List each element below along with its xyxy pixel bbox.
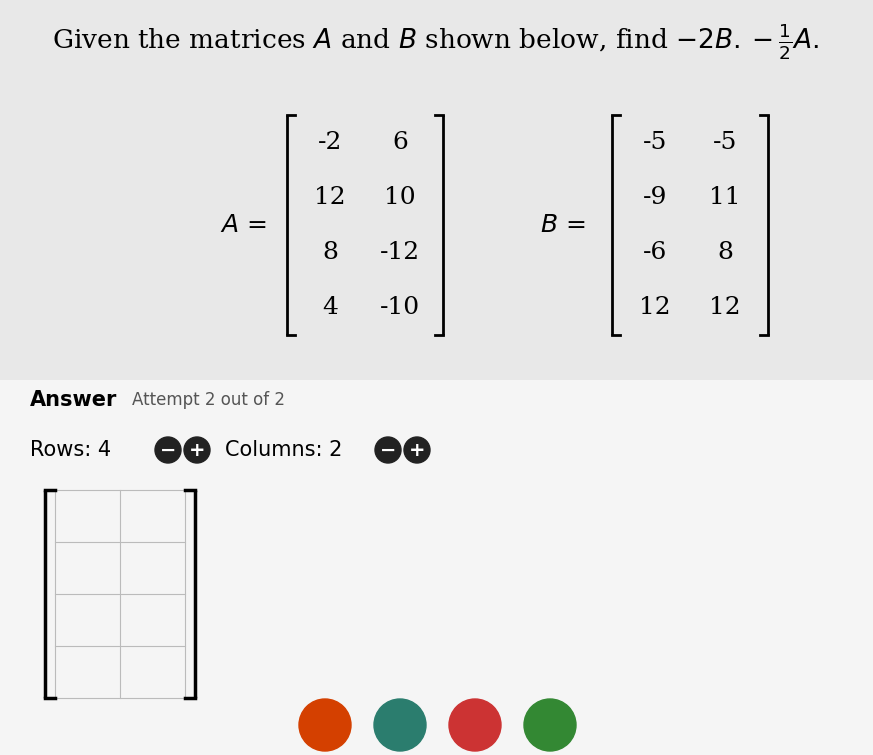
Text: -2: -2 bbox=[318, 131, 342, 154]
Text: -12: -12 bbox=[380, 241, 420, 264]
Text: 8: 8 bbox=[717, 241, 733, 264]
Circle shape bbox=[375, 437, 401, 463]
Circle shape bbox=[374, 699, 426, 751]
Text: -10: -10 bbox=[380, 296, 420, 319]
Text: -5: -5 bbox=[713, 131, 737, 154]
Text: Rows: 4: Rows: 4 bbox=[30, 440, 111, 460]
Text: Answer: Answer bbox=[30, 390, 117, 410]
Circle shape bbox=[184, 437, 210, 463]
Text: 4: 4 bbox=[322, 296, 338, 319]
Text: 8: 8 bbox=[322, 241, 338, 264]
Text: 10: 10 bbox=[384, 186, 416, 209]
Circle shape bbox=[155, 437, 181, 463]
Text: 12: 12 bbox=[314, 186, 346, 209]
Text: -5: -5 bbox=[643, 131, 667, 154]
Text: 12: 12 bbox=[639, 296, 670, 319]
Text: $A$ =: $A$ = bbox=[220, 214, 266, 236]
Circle shape bbox=[449, 699, 501, 751]
Text: $B$ =: $B$ = bbox=[540, 214, 586, 236]
Text: Given the matrices $A$ and $B$ shown below, find $-2B.-\frac{1}{2}A.$: Given the matrices $A$ and $B$ shown bel… bbox=[52, 22, 820, 62]
Text: 6: 6 bbox=[392, 131, 408, 154]
Text: 12: 12 bbox=[709, 296, 741, 319]
Bar bbox=[0, 380, 873, 755]
Text: +: + bbox=[189, 440, 205, 460]
Circle shape bbox=[299, 699, 351, 751]
Text: −: − bbox=[160, 440, 176, 460]
Text: Attempt 2 out of 2: Attempt 2 out of 2 bbox=[132, 391, 285, 409]
Text: -6: -6 bbox=[643, 241, 667, 264]
Text: Columns: 2: Columns: 2 bbox=[225, 440, 342, 460]
Circle shape bbox=[524, 699, 576, 751]
Text: -9: -9 bbox=[643, 186, 667, 209]
Text: −: − bbox=[380, 440, 396, 460]
Text: 11: 11 bbox=[709, 186, 741, 209]
Circle shape bbox=[404, 437, 430, 463]
Text: +: + bbox=[409, 440, 425, 460]
